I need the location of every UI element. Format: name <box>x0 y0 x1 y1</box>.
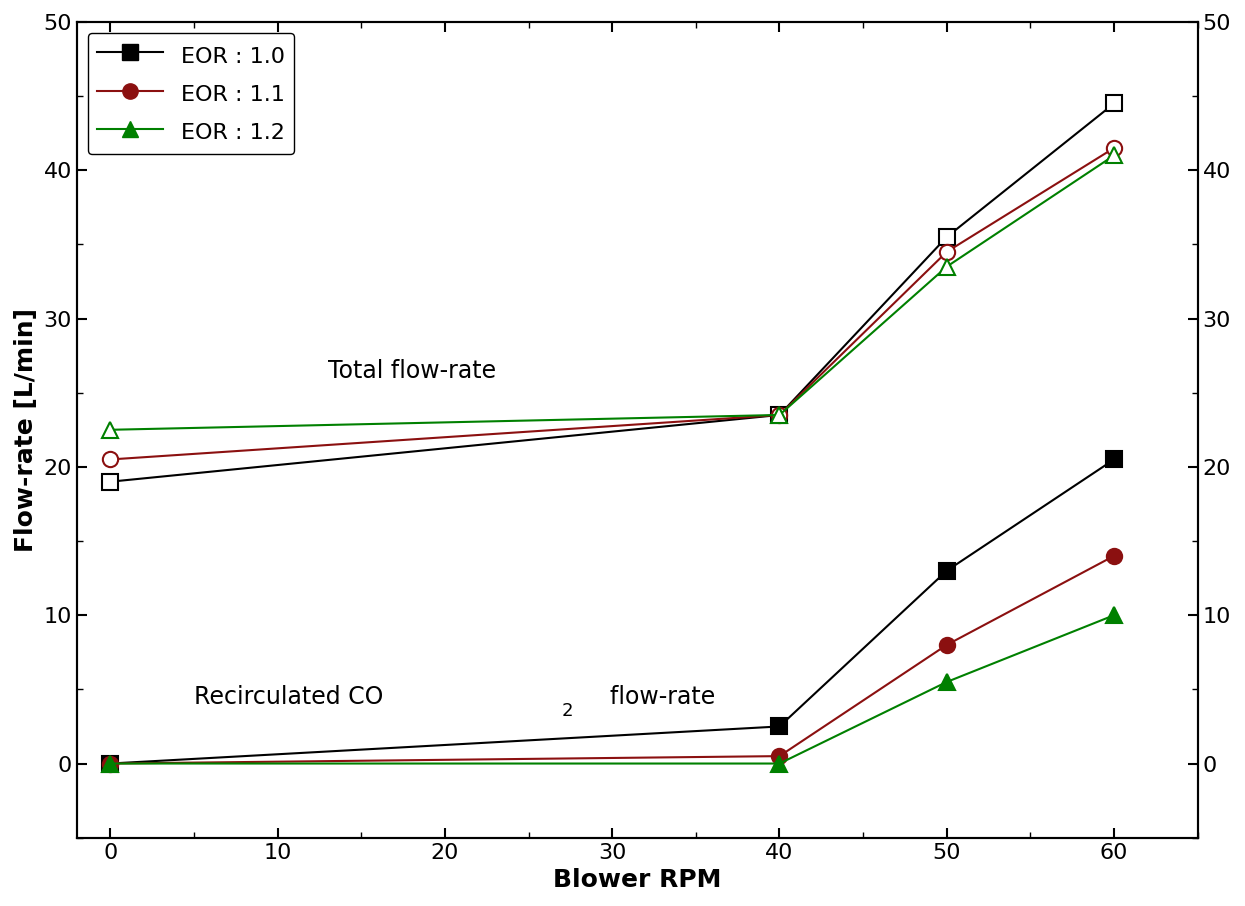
Text: 2: 2 <box>561 702 574 720</box>
Text: Total flow-rate: Total flow-rate <box>327 359 496 383</box>
Text: flow-rate: flow-rate <box>595 685 716 709</box>
Legend: EOR : 1.0, EOR : 1.1, EOR : 1.2: EOR : 1.0, EOR : 1.1, EOR : 1.2 <box>88 33 294 154</box>
Y-axis label: Flow-rate [L/min]: Flow-rate [L/min] <box>14 308 37 552</box>
Text: Recirculated CO: Recirculated CO <box>194 685 383 709</box>
X-axis label: Blower RPM: Blower RPM <box>553 868 721 892</box>
